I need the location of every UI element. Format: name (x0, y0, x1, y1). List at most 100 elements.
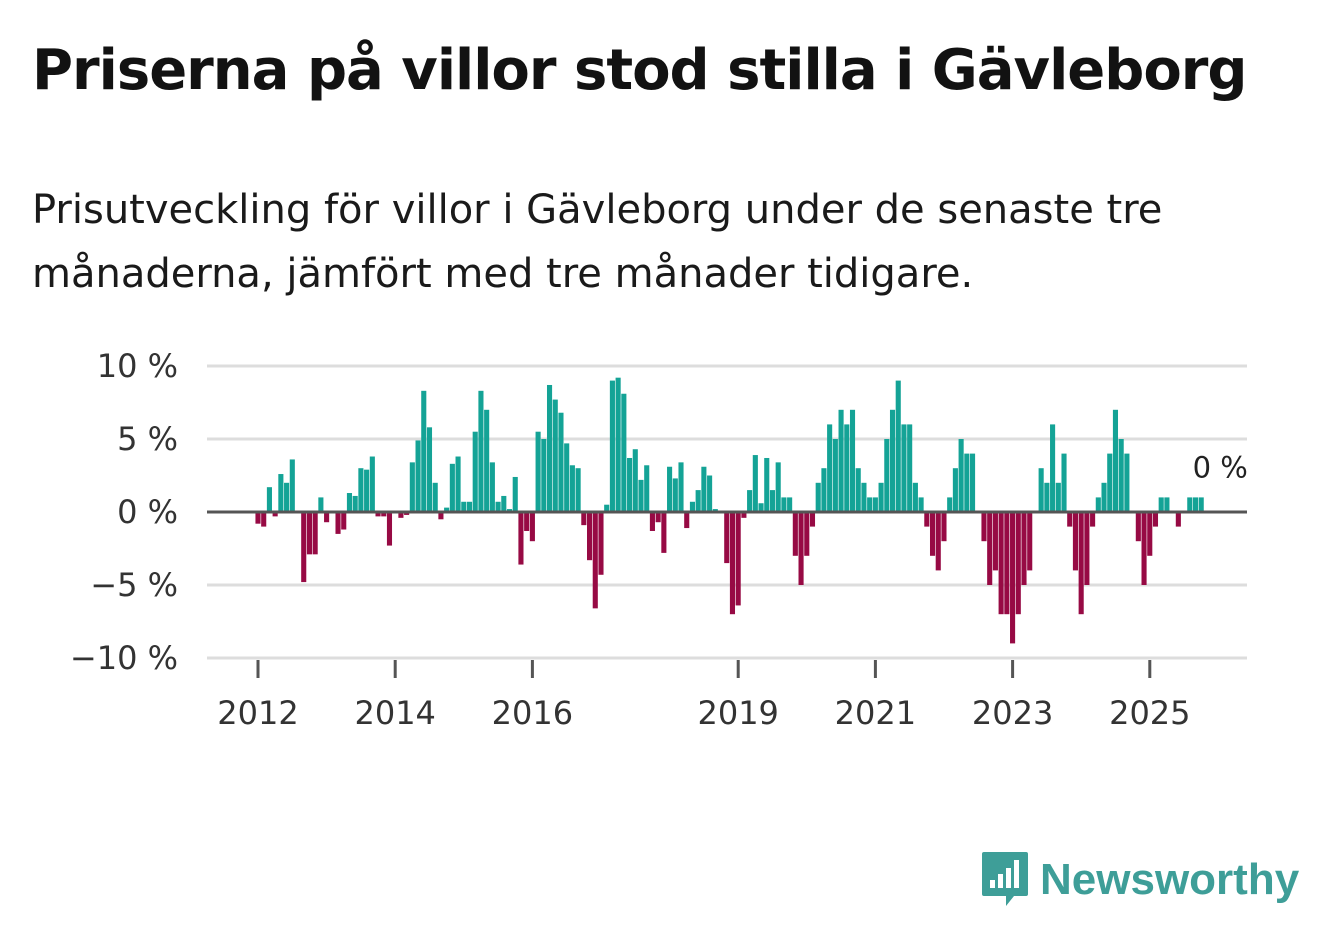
x-tick-label: 2016 (492, 694, 573, 732)
bar-positive (895, 380, 901, 512)
brand-name: Newsworthy (1040, 855, 1300, 904)
bar-positive (838, 409, 844, 512)
bar-positive (638, 479, 644, 512)
bar-positive (678, 462, 684, 512)
y-tick-label: 5 % (117, 420, 178, 458)
bar-negative (929, 512, 936, 556)
bar-positive (781, 497, 787, 512)
bar-negative (1004, 512, 1010, 615)
bar-negative (381, 512, 387, 517)
bar-positive (558, 412, 564, 512)
bar-positive (478, 390, 484, 512)
bar-positive (346, 493, 353, 512)
bar-positive (352, 495, 358, 512)
bar-negative (1135, 512, 1141, 542)
bar-positive (1192, 497, 1199, 512)
bar-positive (964, 453, 970, 512)
bar-positive (564, 443, 570, 512)
bar-positive (432, 482, 438, 512)
bar-positive (546, 384, 553, 512)
bar-positive (1124, 453, 1130, 512)
bar-positive (358, 468, 364, 512)
bar-negative (1027, 512, 1033, 571)
bar-negative (661, 512, 667, 553)
bar-negative (261, 512, 267, 527)
bar-positive (872, 497, 878, 512)
bar-positive (1187, 497, 1193, 512)
bar-positive (1158, 497, 1164, 512)
bar-negative (1141, 512, 1147, 585)
bar-negative (729, 512, 736, 615)
bar-positive (1044, 482, 1050, 512)
bar-negative (1084, 512, 1090, 585)
bar-positive (569, 465, 575, 512)
bar-negative (992, 512, 998, 571)
bar-positive (426, 427, 433, 512)
bar-positive (444, 507, 450, 512)
bar-positive (878, 482, 884, 512)
bar-negative (1072, 512, 1078, 571)
bar-positive (461, 501, 467, 512)
bar-positive (947, 497, 953, 512)
bar-negative (306, 512, 312, 555)
bar-negative (998, 512, 1004, 615)
bar-positive (884, 439, 890, 512)
bar-negative (524, 512, 530, 531)
bar-negative (792, 512, 798, 556)
bar-positive (318, 497, 324, 512)
bar-positive (970, 453, 976, 512)
bar-positive (489, 462, 495, 512)
bar-positive (266, 487, 272, 512)
bar-positive (552, 399, 558, 512)
bar-negative (312, 512, 318, 555)
bar-negative (518, 512, 524, 565)
bar-negative (684, 512, 690, 529)
bar-positive (861, 482, 867, 512)
bar-negative (592, 512, 598, 609)
bar-positive (844, 424, 850, 512)
bar-positive (364, 469, 370, 512)
x-tick-label: 2023 (972, 694, 1053, 732)
bar-positive (695, 490, 701, 512)
bars (255, 377, 1204, 644)
bar-negative (335, 512, 341, 534)
bar-positive (815, 482, 821, 512)
y-tick-label: 10 % (97, 347, 178, 385)
x-tick-label: 2014 (354, 694, 435, 732)
bar-positive (512, 476, 518, 512)
bar-positive (1107, 453, 1113, 512)
newsworthy-logo-icon (982, 852, 1028, 906)
bar-positive (1061, 453, 1067, 512)
bar-chart: 10 % 5 % 0 % −5 % −10 % 2012 2014 2016 2019 2021… (70, 347, 1248, 732)
x-tick-label: 2021 (835, 694, 916, 732)
bar-negative (1152, 512, 1159, 527)
y-tick-label: −5 % (90, 566, 178, 604)
brand-logo: Newsworthy (980, 850, 1299, 910)
bar-positive (449, 463, 455, 512)
bar-negative (1147, 512, 1153, 556)
bar-negative (301, 512, 307, 583)
bar-negative (587, 512, 593, 561)
bar-negative (809, 512, 816, 527)
bar-negative (655, 512, 661, 523)
bar-positive (575, 468, 581, 512)
bar-positive (901, 424, 907, 512)
bar-positive (769, 490, 776, 512)
bar-positive (604, 504, 610, 512)
bar-positive (764, 457, 770, 512)
bar-positive (621, 393, 627, 512)
grid-lines (207, 364, 1247, 660)
bar-positive (758, 503, 764, 512)
bar-positive (541, 439, 547, 512)
bar-negative (1067, 512, 1073, 527)
annotations: 0 % (1193, 450, 1248, 484)
bar-positive (707, 475, 713, 512)
bar-negative (741, 512, 747, 518)
bar-negative (1010, 512, 1016, 644)
bar-negative (581, 512, 587, 526)
bar-positive (952, 468, 958, 512)
bar-negative (386, 512, 393, 546)
bar-positive (958, 439, 964, 512)
bar-positive (472, 431, 478, 512)
bar-positive (501, 495, 507, 512)
